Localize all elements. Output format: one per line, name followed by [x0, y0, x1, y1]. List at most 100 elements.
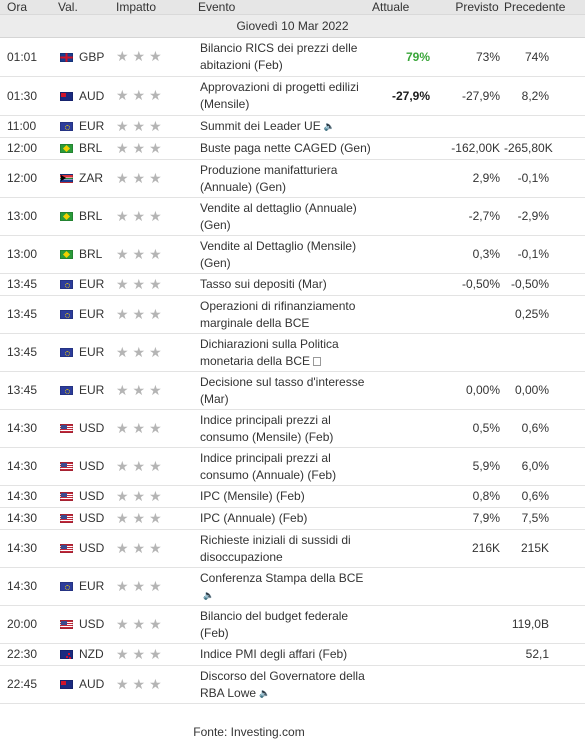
- event-row[interactable]: 14:30 USD ★★★ Indice principali prezzi al c…: [0, 447, 585, 486]
- event-name[interactable]: Operazioni di rifinanziamento marginale …: [200, 298, 356, 330]
- impact-stars-icon: ★★★: [116, 457, 166, 474]
- event-currency-cell: BRL: [58, 137, 116, 160]
- event-name[interactable]: Produzione manifatturiera (Annuale) (Gen…: [200, 162, 338, 194]
- zar-flag-icon: [60, 174, 73, 184]
- event-row[interactable]: 12:00 BRL ★★★ Buste paga nette CAGED (Gen) -…: [0, 137, 585, 160]
- event-row[interactable]: 13:45 EUR ★★★ Decisione sul tasso d'interes…: [0, 371, 585, 410]
- event-name[interactable]: Indice principali prezzi al consumo (Men…: [200, 412, 334, 444]
- event-name[interactable]: Vendite al Dettaglio (Mensile) (Gen): [200, 238, 357, 270]
- event-name[interactable]: Bilancio RICS dei prezzi delle abitazion…: [200, 41, 358, 72]
- impact-stars-icon: ★★★: [116, 275, 166, 292]
- event-name-cell: IPC (Annuale) (Feb): [198, 507, 372, 530]
- event-name-cell: Produzione manifatturiera (Annuale) (Gen…: [198, 159, 372, 198]
- header-impact[interactable]: Impatto: [116, 0, 198, 15]
- impact-stars-icon: ★★★: [116, 381, 166, 398]
- event-name[interactable]: Discorso del Governatore della RBA Lowe: [200, 668, 365, 700]
- event-currency-cell: GBP: [58, 37, 116, 77]
- event-row[interactable]: 01:30 AUD ★★★ Approvazioni di progetti edil…: [0, 76, 585, 116]
- event-actual: [372, 507, 436, 530]
- event-name-cell: Operazioni di rifinanziamento marginale …: [198, 295, 372, 334]
- event-name[interactable]: Vendite al dettaglio (Annuale) (Gen): [200, 200, 357, 232]
- event-name[interactable]: Summit dei Leader UE: [200, 119, 321, 133]
- header-event[interactable]: Evento: [198, 0, 372, 15]
- event-name-cell: Bilancio RICS dei prezzi delle abitazion…: [198, 37, 372, 77]
- event-row[interactable]: 22:45 AUD ★★★ Discorso del Governatore dell…: [0, 665, 585, 704]
- event-forecast: -27,9%: [436, 76, 504, 116]
- event-forecast: 2,9%: [436, 159, 504, 198]
- event-currency-cell: AUD: [58, 665, 116, 704]
- eur-flag-icon: [60, 582, 73, 592]
- event-name[interactable]: Decisione sul tasso d'interesse (Mar): [200, 374, 365, 406]
- event-actual: [372, 371, 436, 410]
- event-row[interactable]: 13:00 BRL ★★★ Vendite al Dettaglio (Mensile…: [0, 235, 585, 274]
- speaker-icon[interactable]: 🔈: [259, 687, 271, 698]
- event-name[interactable]: IPC (Annuale) (Feb): [200, 511, 308, 525]
- event-name[interactable]: IPC (Mensile) (Feb): [200, 489, 305, 503]
- event-actual: [372, 197, 436, 236]
- event-time: 14:30: [0, 485, 58, 508]
- event-currency: USD: [79, 421, 105, 435]
- speaker-icon[interactable]: 🔈: [203, 589, 215, 600]
- event-currency: USD: [79, 511, 105, 525]
- event-row[interactable]: 13:45 EUR ★★★ Dichiarazioni sulla Politica …: [0, 333, 585, 372]
- event-row[interactable]: 11:00 EUR ★★★ Summit dei Leader UE 🔈: [0, 115, 585, 138]
- event-impact: ★★★: [116, 605, 198, 644]
- header-currency[interactable]: Val.: [58, 0, 116, 15]
- event-forecast: [436, 333, 504, 372]
- event-forecast: 0,8%: [436, 485, 504, 508]
- event-actual: -27,9%: [372, 76, 436, 116]
- event-row[interactable]: 22:30 NZD ★★★ Indice PMI degli affari (Feb)…: [0, 643, 585, 666]
- header-time[interactable]: Ora: [0, 0, 58, 15]
- event-row[interactable]: 14:30 USD ★★★ Indice principali prezzi al c…: [0, 409, 585, 448]
- header-forecast[interactable]: Previsto: [436, 0, 504, 15]
- event-time: 14:30: [0, 529, 58, 568]
- event-currency: EUR: [79, 307, 105, 321]
- event-name-cell: Dichiarazioni sulla Politica monetaria d…: [198, 333, 372, 372]
- usd-flag-icon: [60, 492, 73, 502]
- brl-flag-icon: [60, 250, 73, 260]
- document-icon[interactable]: [313, 356, 322, 366]
- event-row[interactable]: 14:30 USD ★★★ IPC (Annuale) (Feb) 7,9% 7,5%: [0, 507, 585, 530]
- event-name[interactable]: Tasso sui depositi (Mar): [200, 277, 327, 291]
- event-currency-cell: EUR: [58, 295, 116, 334]
- event-row[interactable]: 14:30 EUR ★★★ Conferenza Stampa della BCE 🔈: [0, 567, 585, 606]
- event-row[interactable]: 13:00 BRL ★★★ Vendite al dettaglio (Annuale…: [0, 197, 585, 236]
- event-name[interactable]: Indice principali prezzi al consumo (Ann…: [200, 450, 337, 482]
- event-time: 11:00: [0, 115, 58, 138]
- event-actual: [372, 447, 436, 486]
- event-row[interactable]: 13:45 EUR ★★★ Operazioni di rifinanziamento…: [0, 295, 585, 334]
- event-row[interactable]: 01:01 GBP ★★★ Bilancio RICS dei prezzi dell…: [0, 37, 585, 77]
- event-name[interactable]: Conferenza Stampa della BCE: [200, 570, 364, 585]
- event-previous: 52,1: [504, 643, 585, 666]
- event-name[interactable]: Dichiarazioni sulla Politica monetaria d…: [200, 336, 339, 368]
- event-name[interactable]: Buste paga nette CAGED (Gen): [200, 141, 371, 155]
- event-row[interactable]: 14:30 USD ★★★ Richieste iniziali di sussidi…: [0, 529, 585, 568]
- header-previous[interactable]: Precedente: [504, 0, 585, 15]
- event-actual: [372, 295, 436, 334]
- header-actual[interactable]: Attuale: [372, 0, 436, 15]
- event-row[interactable]: 13:45 EUR ★★★ Tasso sui depositi (Mar) -0,50…: [0, 273, 585, 296]
- event-currency-cell: ZAR: [58, 159, 116, 198]
- usd-flag-icon: [60, 462, 73, 472]
- date-row: Giovedì 10 Mar 2022: [0, 14, 585, 38]
- event-impact: ★★★: [116, 235, 198, 274]
- event-time: 13:00: [0, 197, 58, 236]
- event-row[interactable]: 12:00 ZAR ★★★ Produzione manifatturiera (An…: [0, 159, 585, 198]
- event-name[interactable]: Approvazioni di progetti edilizi (Mensil…: [200, 80, 359, 111]
- event-row[interactable]: 14:30 USD ★★★ IPC (Mensile) (Feb) 0,8% 0,6%: [0, 485, 585, 508]
- event-name[interactable]: Indice PMI degli affari (Feb): [200, 647, 348, 661]
- event-forecast: [436, 605, 504, 644]
- event-impact: ★★★: [116, 409, 198, 448]
- event-forecast: 0,3%: [436, 235, 504, 274]
- event-name[interactable]: Richieste iniziali di sussidi di disoccu…: [200, 532, 351, 564]
- event-previous: 6,0%: [504, 447, 585, 486]
- event-previous: 215K: [504, 529, 585, 568]
- event-time: 01:01: [0, 37, 58, 77]
- speaker-icon[interactable]: 🔈: [323, 121, 335, 132]
- event-previous: -0,50%: [504, 273, 585, 296]
- event-currency: EUR: [79, 579, 105, 593]
- event-row[interactable]: 20:00 USD ★★★ Bilancio del budget federale …: [0, 605, 585, 644]
- event-name[interactable]: Bilancio del budget federale (Feb): [200, 608, 349, 640]
- usd-flag-icon: [60, 620, 73, 630]
- event-time: 14:30: [0, 409, 58, 448]
